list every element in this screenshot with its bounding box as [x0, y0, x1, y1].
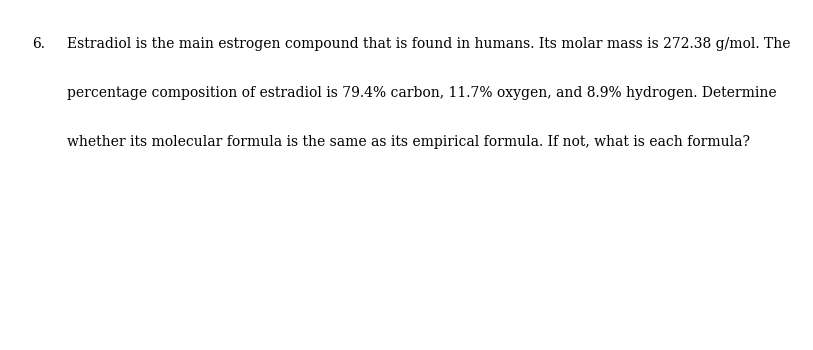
Text: whether its molecular formula is the same as its empirical formula. If not, what: whether its molecular formula is the sam… — [67, 135, 750, 149]
Text: 6.: 6. — [33, 37, 46, 51]
Text: percentage composition of estradiol is 79.4% carbon, 11.7% oxygen, and 8.9% hydr: percentage composition of estradiol is 7… — [67, 86, 776, 100]
Text: Estradiol is the main estrogen compound that is found in humans. Its molar mass : Estradiol is the main estrogen compound … — [67, 37, 790, 51]
